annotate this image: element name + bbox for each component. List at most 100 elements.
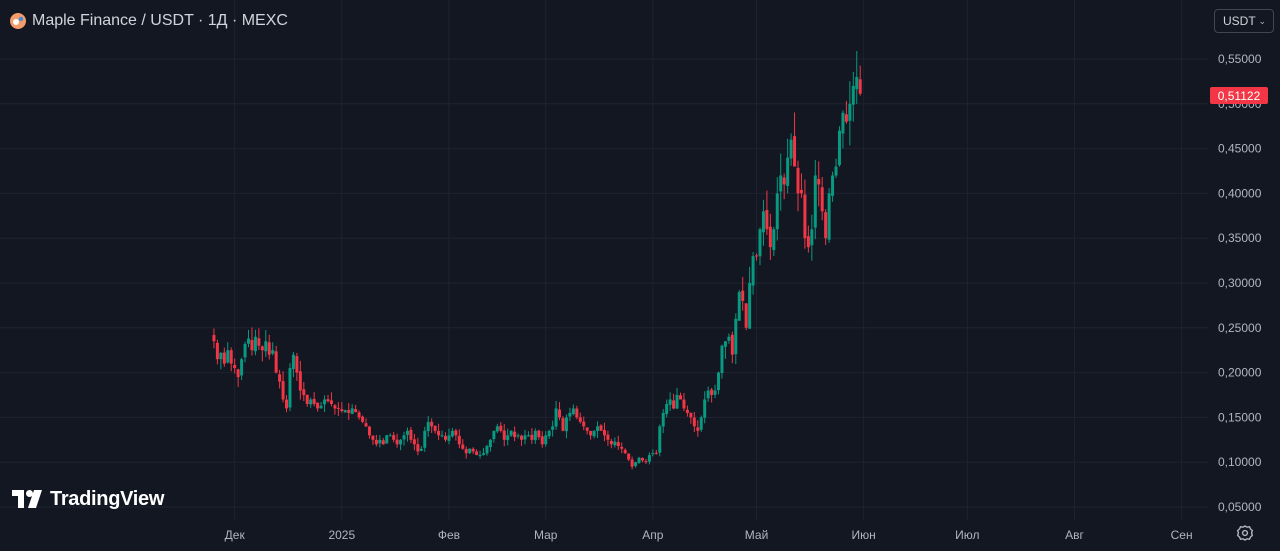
- candle-body: [247, 338, 251, 344]
- candle-body: [461, 444, 465, 449]
- candle: [347, 403, 351, 420]
- candle-body: [278, 374, 282, 382]
- candle: [651, 449, 655, 457]
- candle: [599, 424, 603, 431]
- candle-body: [385, 435, 389, 444]
- y-tick-label: 0,05000: [1218, 500, 1262, 514]
- candle: [240, 357, 244, 381]
- candle: [689, 412, 693, 424]
- candle-body: [796, 167, 800, 194]
- candle-body: [454, 430, 458, 436]
- candle-body: [848, 103, 852, 121]
- y-tick-label: 0,10000: [1218, 455, 1262, 469]
- candle-body: [606, 434, 610, 440]
- candle: [364, 418, 368, 428]
- candle-body: [585, 427, 589, 431]
- candle: [461, 439, 465, 450]
- candle: [782, 173, 786, 200]
- candle-body: [447, 435, 451, 441]
- candle-body: [661, 412, 665, 427]
- candle-body: [789, 139, 793, 159]
- candle-body: [824, 212, 828, 239]
- candle: [706, 386, 710, 402]
- candle-body: [236, 369, 240, 378]
- candle: [350, 404, 354, 415]
- y-tick-label: 0,40000: [1218, 186, 1262, 200]
- candle: [558, 402, 562, 421]
- candle: [219, 351, 223, 370]
- candle-body: [651, 453, 655, 455]
- candle: [329, 392, 333, 407]
- candle: [430, 418, 434, 434]
- candle-body: [478, 455, 482, 457]
- candle: [523, 429, 527, 445]
- candle: [585, 427, 589, 435]
- candle-body: [713, 390, 717, 395]
- candle: [647, 452, 651, 465]
- candle-body: [820, 187, 824, 212]
- candle-body: [274, 351, 278, 373]
- candle: [295, 352, 299, 381]
- candle-body: [786, 157, 790, 186]
- candle: [692, 411, 696, 433]
- candle-body: [440, 435, 444, 437]
- candle: [450, 428, 454, 438]
- candle-body: [637, 457, 641, 463]
- candle: [620, 442, 624, 454]
- candle: [402, 431, 406, 446]
- candle-body: [333, 405, 337, 409]
- candle-body: [772, 229, 776, 251]
- candle-body: [644, 461, 648, 463]
- candle: [343, 409, 347, 413]
- candle-body: [329, 400, 333, 404]
- candle: [509, 430, 513, 437]
- candle-body: [298, 371, 302, 391]
- candle: [634, 461, 638, 468]
- candle-body: [765, 210, 769, 230]
- candle: [288, 363, 292, 412]
- candle: [333, 404, 337, 415]
- candle: [250, 327, 254, 356]
- candle-body: [599, 425, 603, 431]
- candle-body: [755, 255, 759, 257]
- candle-body: [564, 417, 568, 432]
- tradingview-logo[interactable]: TradingView: [12, 487, 164, 511]
- candle-body: [640, 458, 644, 461]
- candle-body: [810, 229, 814, 246]
- candle-body: [658, 426, 662, 453]
- candle: [475, 449, 479, 456]
- candle: [278, 369, 282, 389]
- candle-body: [530, 434, 534, 440]
- currency-selector[interactable]: USDT ⌄: [1214, 9, 1274, 33]
- candle-body: [243, 343, 247, 358]
- gear-icon[interactable]: [1236, 524, 1254, 542]
- candle: [478, 450, 482, 459]
- candle: [568, 407, 572, 421]
- candle-body: [409, 429, 413, 440]
- symbol-header[interactable]: Maple Finance / USDT · 1Д · MEXC: [10, 11, 288, 31]
- candle: [257, 328, 261, 351]
- candle: [516, 433, 520, 439]
- candle-body: [806, 236, 810, 248]
- candle-body: [799, 189, 803, 194]
- y-tick-label: 0,45000: [1218, 142, 1262, 156]
- candle-body: [468, 448, 472, 454]
- candle-body: [609, 440, 613, 445]
- price-axis[interactable]: 0,05000 0,10000 0,15000 0,20000 0,25000 0,300…: [1218, 52, 1262, 514]
- candle: [326, 394, 330, 403]
- candle-body: [212, 334, 216, 342]
- candle: [533, 428, 537, 444]
- candle: [817, 161, 821, 207]
- candle-body: [602, 430, 606, 436]
- candle: [464, 446, 468, 459]
- candle: [243, 341, 247, 363]
- candle: [755, 253, 759, 261]
- candle: [630, 456, 634, 470]
- candle-body: [672, 400, 676, 409]
- candle: [654, 450, 658, 455]
- candle: [526, 431, 530, 437]
- candle-body: [354, 409, 358, 413]
- time-axis[interactable]: Дек 2025 Фев Мар Апр Май Июн Июл Авг Сен: [225, 528, 1193, 542]
- candle: [291, 351, 295, 378]
